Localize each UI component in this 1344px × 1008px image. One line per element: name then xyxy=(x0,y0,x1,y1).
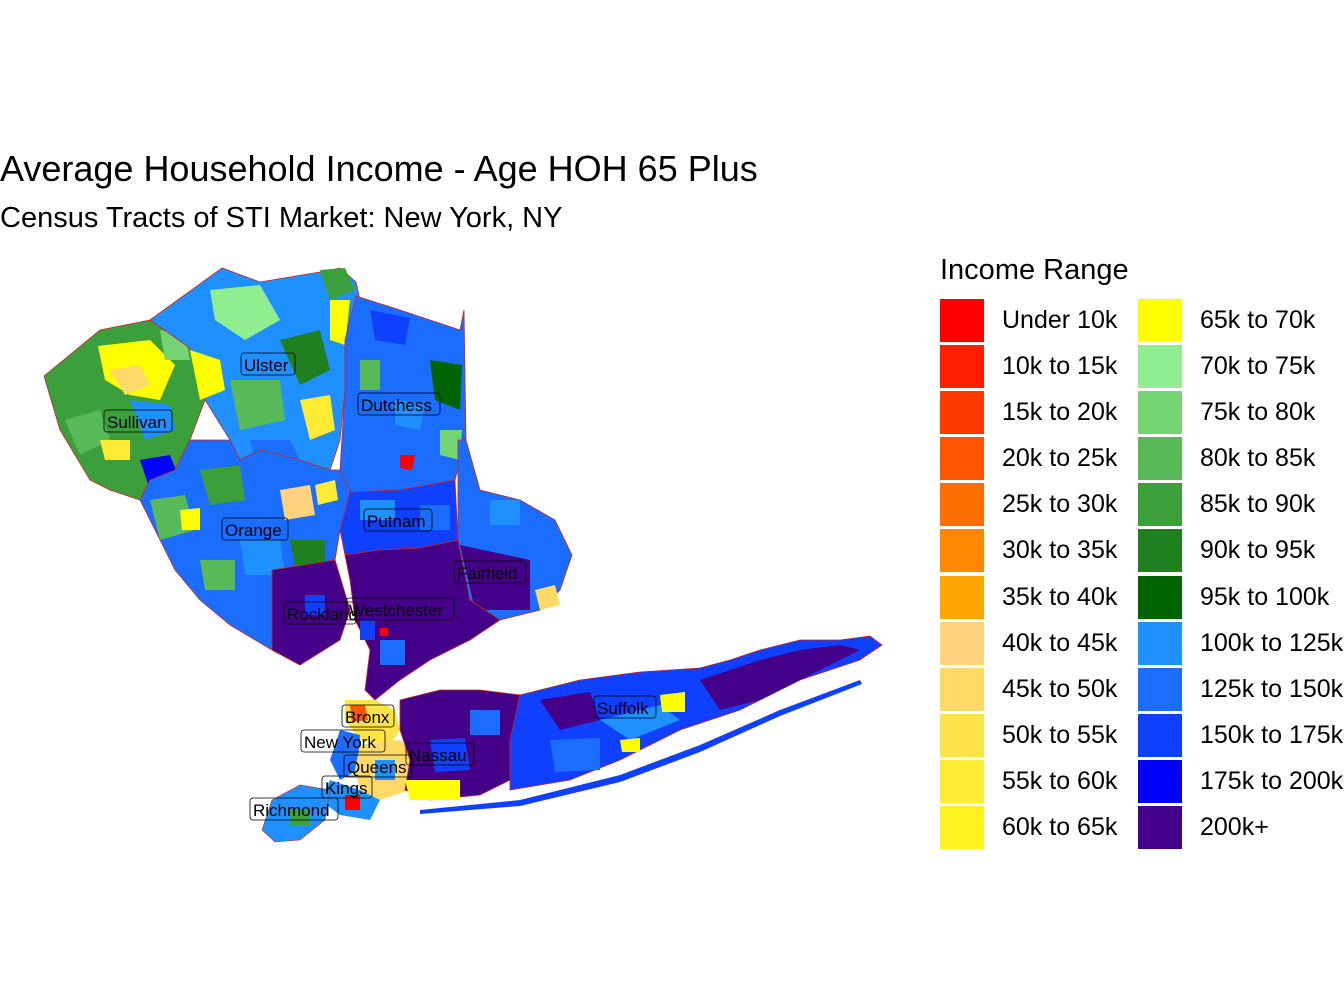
legend-label: 70k to 75k xyxy=(1200,352,1316,381)
county-label-dutchess: Dutchess xyxy=(357,392,441,416)
county-label-bronx: Bronx xyxy=(341,704,395,728)
county-label-new-york-text: New York xyxy=(304,733,376,752)
county-label-richmond-text: Richmond xyxy=(253,801,330,820)
legend-swatch xyxy=(1138,667,1182,711)
legend-label: 80k to 85k xyxy=(1200,444,1316,473)
legend-label: 75k to 80k xyxy=(1200,398,1316,427)
legend-label: 175k to 200k xyxy=(1200,766,1344,795)
legend-label: 40k to 45k xyxy=(1002,628,1118,657)
legend-swatch xyxy=(940,667,984,711)
county-region-rockland[interactable] xyxy=(271,559,351,666)
legend-swatch xyxy=(940,621,984,665)
legend-label: Under 10k xyxy=(1002,306,1118,334)
legend-swatch xyxy=(940,713,984,757)
county-label-westchester: Westchester xyxy=(345,597,455,621)
county-label-nassau-text: Nassau xyxy=(409,746,467,765)
county-label-suffolk: Suffolk xyxy=(593,695,657,719)
legend-label: 55k to 60k xyxy=(1002,766,1118,795)
legend-swatch xyxy=(1138,299,1182,342)
county-label-fairfield: Fairfield xyxy=(453,560,527,584)
legend-label: 10k to 15k xyxy=(1002,352,1118,381)
legend: Income Range Under 10k 10k to 15k 15k to 2… xyxy=(940,252,1344,858)
county-label-rockland: Rockland xyxy=(283,601,358,625)
county-label-fairfield-text: Fairfield xyxy=(457,564,517,583)
legend-swatch xyxy=(940,299,984,342)
county-region-putnam[interactable] xyxy=(339,479,459,556)
legend-label: 100k to 125k xyxy=(1200,628,1344,657)
legend-label: 125k to 150k xyxy=(1200,674,1344,703)
legend-label: 85k to 90k xyxy=(1200,490,1316,519)
legend-label: 50k to 55k xyxy=(1002,720,1118,749)
county-region-fairfield[interactable] xyxy=(457,439,573,621)
legend-swatch xyxy=(1138,391,1182,435)
legend-label: 60k to 65k xyxy=(1002,813,1118,842)
legend-label: 15k to 20k xyxy=(1002,398,1118,427)
legend-swatch xyxy=(1138,806,1182,850)
county-label-kings-text: Kings xyxy=(325,779,368,798)
county-label-queens-text: Queens xyxy=(347,758,407,777)
county-label-nassau: Nassau xyxy=(405,742,475,766)
legend-title: Income Range xyxy=(940,254,1129,286)
legend-swatch xyxy=(1138,621,1182,665)
legend-swatch xyxy=(940,806,984,850)
legend-swatch xyxy=(1138,529,1182,573)
chart-title: Average Household Income - Age HOH 65 Pl… xyxy=(0,148,758,189)
legend-swatch xyxy=(1138,713,1182,757)
legend-label: 150k to 175k xyxy=(1200,720,1344,749)
legend-swatch xyxy=(940,759,984,803)
county-label-kings: Kings xyxy=(321,775,373,799)
county-label-westchester-text: Westchester xyxy=(349,601,444,620)
legend-swatch xyxy=(940,575,984,619)
legend-swatch xyxy=(1138,483,1182,527)
legend-label: 65k to 70k xyxy=(1200,306,1316,334)
county-label-ulster: Ulster xyxy=(240,352,296,376)
legend-label: 35k to 40k xyxy=(1002,582,1118,611)
county-label-richmond: Richmond xyxy=(249,797,339,821)
legend-swatch xyxy=(940,437,984,481)
legend-label: 200k+ xyxy=(1200,813,1269,842)
county-label-new-york: New York xyxy=(300,729,386,753)
legend-label: 90k to 95k xyxy=(1200,536,1316,565)
legend-columns: Under 10k 10k to 15k 15k to 20k 20k to 25k 2… xyxy=(940,298,1344,858)
legend-swatch xyxy=(1138,575,1182,619)
county-label-bronx-text: Bronx xyxy=(345,708,390,727)
county-label-suffolk-text: Suffolk xyxy=(597,699,649,718)
county-label-sullivan: Sullivan xyxy=(103,409,173,433)
legend-label: 95k to 100k xyxy=(1200,582,1330,611)
county-label-putnam-text: Putnam xyxy=(367,512,426,531)
legend-label: 30k to 35k xyxy=(1002,536,1118,565)
county-label-queens: Queens xyxy=(343,754,413,778)
legend-label: 20k to 25k xyxy=(1002,444,1118,473)
census-tract-map: Ulster Sullivan Dutchess Orange Putnam F… xyxy=(43,267,883,843)
legend-swatch xyxy=(940,483,984,527)
county-region-dutchess[interactable] xyxy=(339,295,467,493)
county-label-orange-text: Orange xyxy=(225,521,282,540)
legend-label: 45k to 50k xyxy=(1002,674,1118,703)
county-label-dutchess-text: Dutchess xyxy=(361,396,432,415)
legend-swatch xyxy=(1138,759,1182,803)
chart-subtitle: Census Tracts of STI Market: New York, N… xyxy=(0,202,563,234)
county-label-rockland-text: Rockland xyxy=(287,605,358,624)
legend-swatch xyxy=(940,391,984,435)
county-label-ulster-text: Ulster xyxy=(244,356,289,375)
county-region-suffolk[interactable] xyxy=(509,635,883,791)
legend-swatch xyxy=(1138,437,1182,481)
legend-label: 25k to 30k xyxy=(1002,490,1118,519)
county-region-ulster[interactable] xyxy=(149,267,361,471)
legend-swatch xyxy=(940,345,984,389)
county-label-sullivan-text: Sullivan xyxy=(107,413,167,432)
legend-swatch xyxy=(940,529,984,573)
county-label-putnam: Putnam xyxy=(363,508,433,532)
county-region-nassau[interactable] xyxy=(399,689,521,801)
legend-swatch xyxy=(1138,345,1182,389)
county-label-orange: Orange xyxy=(221,517,289,541)
